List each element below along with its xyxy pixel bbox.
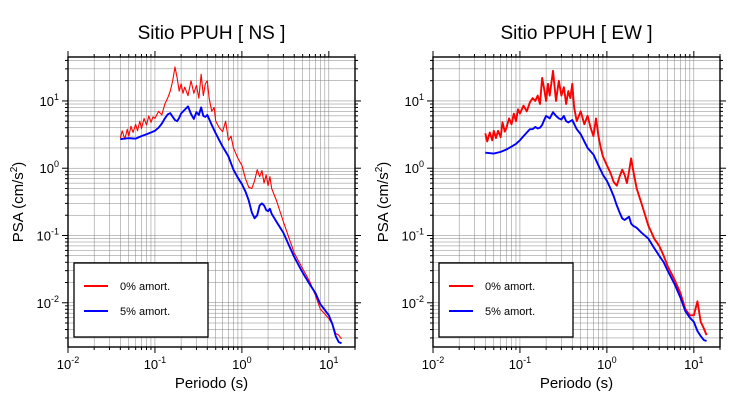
y-tick-label: 101 <box>405 92 424 109</box>
plot-frame <box>432 56 721 348</box>
x-tick-label: 10-2 <box>57 355 79 372</box>
x-tick-label: 10-2 <box>422 355 444 372</box>
y-tick-label: 100 <box>40 159 59 176</box>
plot-frame <box>67 56 356 348</box>
legend-label: 5% amort. <box>485 306 535 318</box>
y-tick-label: 101 <box>40 92 59 109</box>
series-line-damped-5pct <box>120 105 342 345</box>
y-tick-label: 100 <box>405 159 424 176</box>
y-tick-label: 10-1 <box>37 226 59 243</box>
x-tick-label: 100 <box>232 355 251 372</box>
series-line-undamped <box>119 66 342 340</box>
x-tick-label: 10-1 <box>144 355 166 372</box>
chart-title: Sitio PPUH [ NS ] <box>138 23 286 44</box>
series-line-undamped <box>484 69 708 336</box>
x-tick-label: 101 <box>319 355 338 372</box>
x-tick-label: 10-1 <box>509 355 531 372</box>
y-axis-label: PSA (cm/s2) <box>9 162 27 243</box>
legend-label: 0% amort. <box>485 281 535 293</box>
chart-panel-1: Sitio PPUH [ NS ] 10-2 10-1 100 101 10-2 10-1 1… <box>9 23 361 392</box>
chart-panel-2: Sitio PPUH [ EW ] 10-2 10-1 100 101 10-2 10-1 1… <box>374 23 726 392</box>
axis-ticks <box>62 51 361 353</box>
y-tick-label: 10-2 <box>37 294 59 311</box>
series-line-damped-5pct <box>485 111 707 342</box>
legend-label: 5% amort. <box>120 306 170 318</box>
x-tick-label: 100 <box>597 355 616 372</box>
y-axis-label: PSA (cm/s2) <box>374 162 392 243</box>
y-tick-label: 10-1 <box>402 226 424 243</box>
legend: 0% amort. 5% amort. <box>438 262 574 338</box>
legend-label: 0% amort. <box>120 281 170 293</box>
chart-title: Sitio PPUH [ EW ] <box>500 23 652 44</box>
y-tick-label: 10-2 <box>402 294 424 311</box>
x-axis-label: Periodo (s) <box>540 375 613 392</box>
x-tick-label: 101 <box>684 355 703 372</box>
legend-box <box>438 262 574 338</box>
legend: 0% amort. 5% amort. <box>73 262 209 338</box>
legend-box <box>73 262 209 338</box>
x-axis-label: Periodo (s) <box>175 375 248 392</box>
axis-ticks <box>427 51 726 353</box>
